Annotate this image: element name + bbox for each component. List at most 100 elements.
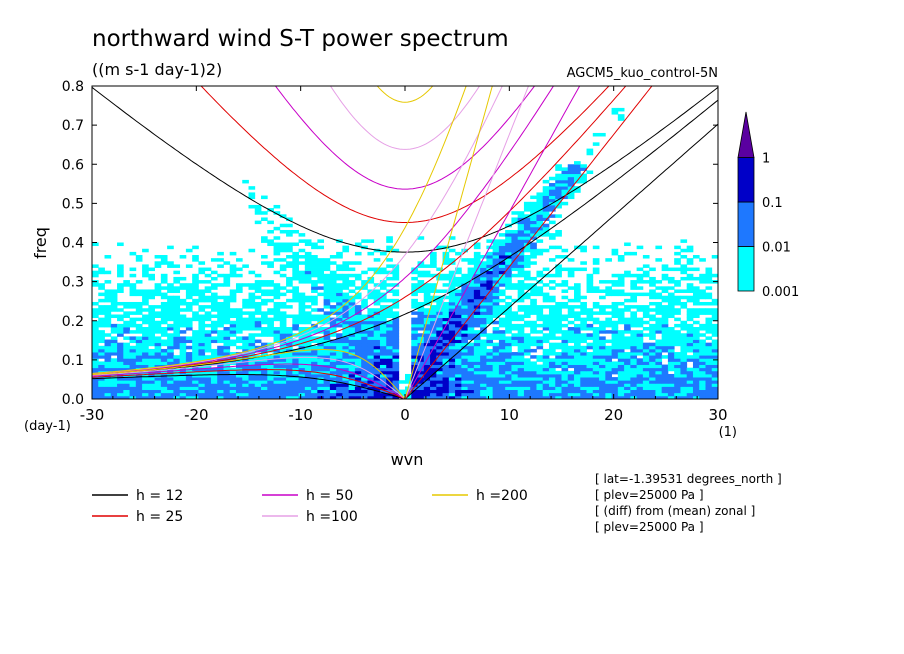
- heatmap-cell: [442, 330, 450, 334]
- heatmap-cell: [699, 333, 706, 337]
- heatmap-cell: [505, 383, 512, 387]
- heatmap-cell: [117, 361, 124, 365]
- heatmap-cell: [580, 164, 587, 168]
- heatmap-cell: [624, 327, 631, 331]
- heatmap-cell: [392, 323, 400, 328]
- heatmap-cell: [442, 342, 450, 347]
- heatmap-cell: [373, 267, 381, 272]
- heatmap-cell: [455, 336, 462, 340]
- heatmap-cell: [705, 358, 713, 362]
- heatmap-cell: [317, 261, 325, 265]
- heatmap-cell: [198, 289, 206, 293]
- heatmap-cell: [436, 327, 443, 331]
- y-tick-label: 0.6: [62, 157, 84, 173]
- heatmap-cell: [405, 377, 412, 381]
- heatmap-cell: [160, 380, 168, 384]
- heatmap-cell: [167, 301, 174, 306]
- heatmap-cell: [523, 361, 531, 365]
- heatmap-cell: [104, 395, 112, 399]
- heatmap-cell: [267, 320, 274, 325]
- heatmap-cell: [542, 192, 550, 196]
- heatmap-cell: [630, 333, 638, 337]
- heatmap-cell: [279, 364, 287, 369]
- heatmap-cell: [523, 392, 531, 397]
- heatmap-cell: [492, 251, 500, 256]
- legend-label: h =200: [476, 488, 528, 504]
- heatmap-cell: [661, 330, 669, 334]
- heatmap-cell: [292, 286, 299, 290]
- heatmap-cell: [442, 295, 450, 300]
- heatmap-cell: [198, 377, 206, 381]
- heatmap-cell: [304, 395, 312, 399]
- heatmap-cell: [379, 352, 387, 356]
- heatmap-cell: [505, 308, 512, 312]
- heatmap-cell: [242, 342, 249, 347]
- heatmap-cell: [455, 251, 462, 256]
- heatmap-cell: [517, 211, 525, 215]
- heatmap-cell: [342, 333, 350, 337]
- heatmap-cell: [567, 355, 575, 359]
- heatmap-cell: [135, 327, 143, 331]
- heatmap-cell: [655, 308, 663, 312]
- heatmap-cell: [204, 333, 212, 337]
- heatmap-cell: [392, 377, 400, 381]
- heatmap-cell: [317, 314, 325, 319]
- heatmap-cell: [436, 323, 443, 328]
- heatmap-cell: [567, 189, 575, 193]
- heatmap-cell: [611, 333, 619, 337]
- heatmap-cell: [686, 380, 694, 384]
- heatmap-cell: [123, 314, 130, 319]
- heatmap-cell: [705, 330, 713, 334]
- heatmap-cell: [667, 342, 675, 347]
- heatmap-cell: [204, 373, 212, 378]
- heatmap-cell: [530, 298, 537, 303]
- heatmap-cell: [480, 395, 487, 399]
- heatmap-cell: [411, 339, 418, 344]
- heatmap-cell: [261, 377, 268, 381]
- heatmap-cell: [692, 355, 700, 359]
- heatmap-cell: [436, 389, 443, 394]
- heatmap-cell: [480, 386, 487, 391]
- heatmap-cell: [448, 236, 456, 240]
- heatmap-cell: [292, 261, 299, 265]
- heatmap-cell: [117, 323, 124, 328]
- heatmap-cell: [311, 258, 318, 262]
- heatmap-cell: [592, 245, 600, 250]
- heatmap-cell: [210, 301, 218, 306]
- heatmap-cell: [348, 361, 356, 365]
- heatmap-cell: [304, 333, 312, 337]
- heatmap-cell: [592, 317, 600, 322]
- heatmap-cell: [705, 342, 713, 347]
- heatmap-cell: [392, 336, 400, 340]
- y-tick-label: 0.5: [62, 196, 84, 212]
- heatmap-cell: [323, 264, 331, 268]
- heatmap-cell: [649, 289, 656, 293]
- heatmap-cell: [210, 320, 218, 325]
- heatmap-cell: [599, 364, 606, 369]
- heatmap-cell: [498, 261, 506, 265]
- heatmap-cell: [555, 305, 562, 309]
- heatmap-cell: [192, 245, 199, 250]
- heatmap-cell: [185, 345, 193, 350]
- heatmap-cell: [173, 308, 181, 312]
- heatmap-cell: [523, 336, 531, 340]
- heatmap-cell: [630, 345, 638, 350]
- heatmap-cell: [336, 383, 343, 387]
- heatmap-cell: [192, 311, 199, 315]
- heatmap-cell: [286, 248, 293, 253]
- heatmap-cell: [442, 327, 450, 331]
- heatmap-cell: [542, 364, 550, 369]
- heatmap-cell: [142, 292, 149, 297]
- heatmap-cell: [580, 248, 587, 253]
- heatmap-cell: [511, 236, 519, 240]
- heatmap-cell: [699, 392, 706, 397]
- heatmap-cell: [123, 386, 130, 391]
- heatmap-cell: [323, 377, 331, 381]
- heatmap-cell: [261, 333, 268, 337]
- heatmap-cell: [367, 377, 375, 381]
- heatmap-cell: [248, 339, 256, 344]
- heatmap-cell: [92, 392, 99, 397]
- heatmap-cell: [117, 389, 124, 394]
- heatmap-cell: [286, 392, 293, 397]
- heatmap-cell: [386, 308, 393, 312]
